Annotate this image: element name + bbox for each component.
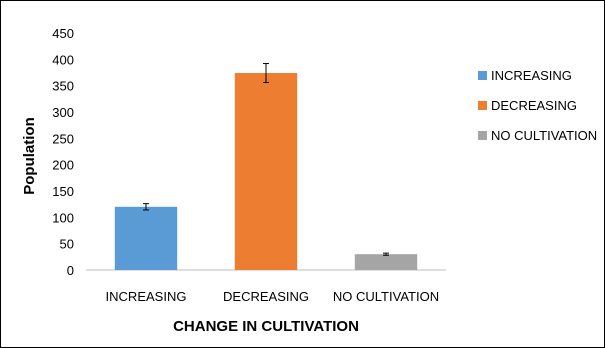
legend-swatch xyxy=(478,71,487,80)
legend-label: INCREASING xyxy=(491,68,572,83)
error-bar xyxy=(263,63,269,84)
bar-no-cultivation xyxy=(354,254,418,270)
legend-label: NO CULTIVATION xyxy=(491,128,597,143)
error-bar xyxy=(143,203,149,211)
y-tick-label: 200 xyxy=(52,158,74,173)
legend-label: DECREASING xyxy=(491,98,577,113)
y-tick-label: 0 xyxy=(67,263,74,278)
y-tick-label: 100 xyxy=(52,210,74,225)
x-axis-title: CHANGE IN CULTIVATION xyxy=(173,318,359,335)
y-axis-ticks: 0 50 100 150 200 250 300 350 400 450 xyxy=(52,26,74,278)
x-axis-ticks: INCREASING DECREASING NO CULTIVATION xyxy=(106,289,440,304)
bar-decreasing xyxy=(234,73,298,270)
y-tick-label: 250 xyxy=(52,131,74,146)
y-tick-label: 400 xyxy=(52,52,74,67)
y-axis-title: Population xyxy=(21,117,38,195)
y-tick-label: 450 xyxy=(52,26,74,41)
x-tick-label: INCREASING xyxy=(106,289,187,304)
error-bar xyxy=(383,252,389,256)
y-tick-label: 300 xyxy=(52,105,74,120)
bar-increasing xyxy=(114,206,178,270)
y-tick-label: 50 xyxy=(60,237,74,252)
legend-swatch xyxy=(478,101,487,110)
legend: INCREASING DECREASING NO CULTIVATION xyxy=(478,68,597,143)
bars xyxy=(114,63,418,270)
x-tick-label: DECREASING xyxy=(223,289,309,304)
y-tick-label: 150 xyxy=(52,184,74,199)
x-tick-label: NO CULTIVATION xyxy=(333,289,439,304)
legend-swatch xyxy=(478,131,487,140)
y-tick-label: 350 xyxy=(52,79,74,94)
